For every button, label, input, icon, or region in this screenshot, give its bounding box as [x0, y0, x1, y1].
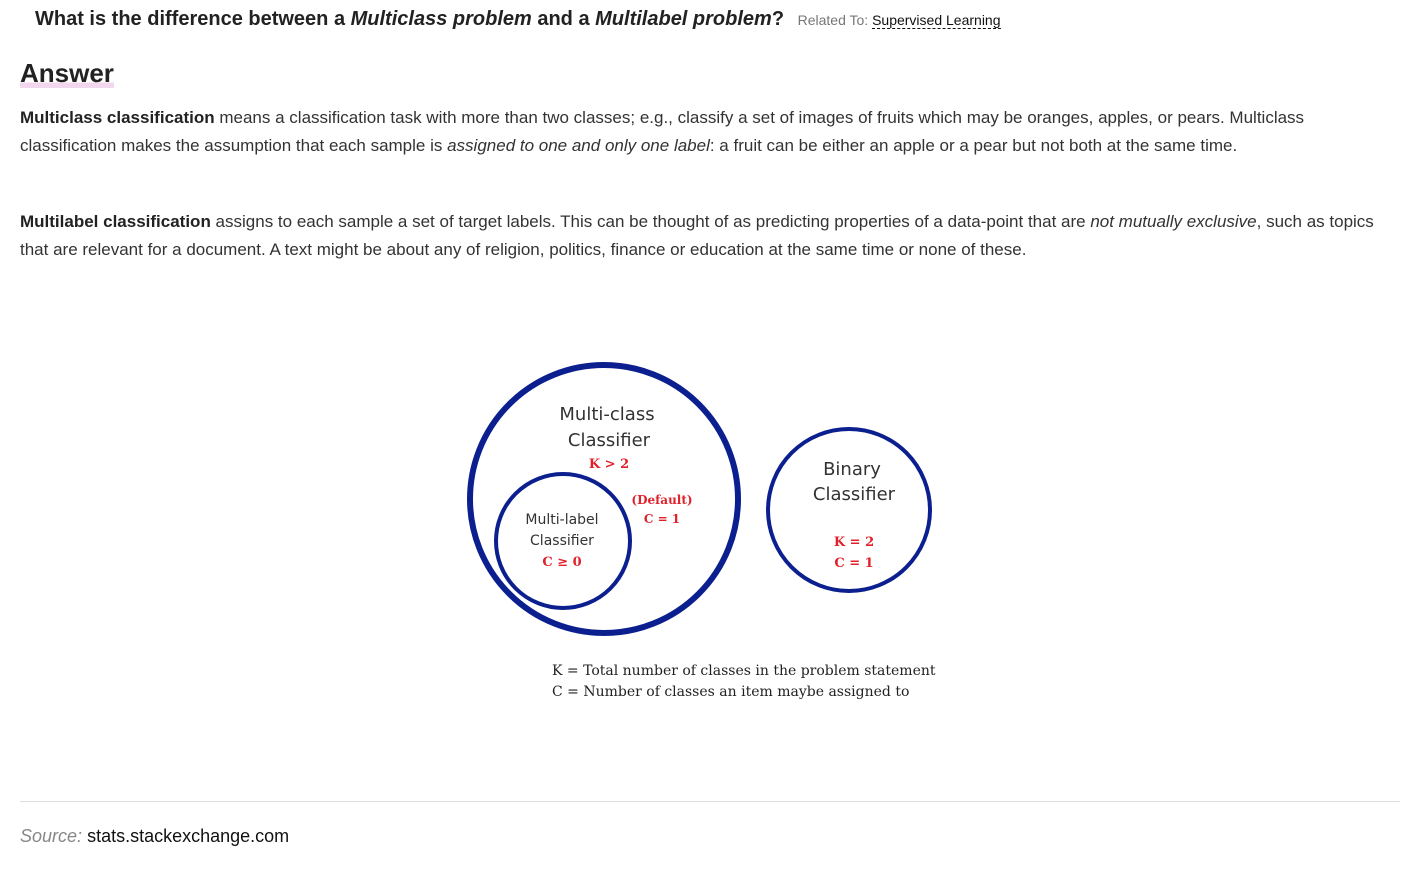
- multiclass-default-label: (Default): [631, 493, 692, 507]
- multilabel-title-line-1: Multi-label: [525, 512, 598, 528]
- multiclass-text-2: : a fruit can be either an apple or a pe…: [709, 136, 1238, 155]
- multilabel-circle: [494, 472, 632, 610]
- question-term-multiclass: Multiclass problem: [350, 8, 532, 30]
- binary-title-line-2: Classifier: [813, 484, 896, 505]
- question-term-multilabel: Multilabel problem: [595, 8, 772, 30]
- question-prefix: What is the difference between a: [35, 8, 351, 30]
- multiclass-circle: [467, 362, 741, 636]
- related-label: Related To:: [797, 12, 869, 28]
- answer-paragraph-multiclass: Multiclass classification means a classi…: [20, 104, 1400, 160]
- classifier-venn-diagram: Multi-class Classifier K > 2 (Default) C…: [467, 362, 936, 700]
- multilabel-title-line-2: Classifier: [530, 533, 594, 549]
- binary-k-label: K = 2: [834, 535, 874, 550]
- multiclass-c-label: C = 1: [644, 512, 680, 526]
- legend-c-definition: C = Number of classes an item maybe assi…: [552, 684, 909, 700]
- multiclass-text-1: means a classification task with more th…: [20, 108, 1305, 155]
- multilabel-text-1: assigns to each sample a set of target l…: [210, 212, 1091, 231]
- related-to: Related To: Supervised Learning: [797, 12, 1001, 29]
- question-title: What is the difference between a Multicl…: [35, 8, 1001, 31]
- multilabel-c-label: C ≥ 0: [542, 555, 581, 570]
- related-topic-link[interactable]: Supervised Learning: [872, 12, 1001, 29]
- answer-heading-text: Answer: [20, 58, 114, 88]
- multilabel-text-2: , such as topics that are relevant for a…: [20, 212, 1374, 259]
- source-value: stats.stackexchange.com: [87, 826, 290, 846]
- multiclass-term: Multiclass classification: [20, 108, 215, 127]
- question-middle: and a: [531, 8, 596, 30]
- multiclass-emphasis: assigned to one and only one label: [447, 136, 710, 155]
- multilabel-term: Multilabel classification: [20, 212, 211, 231]
- binary-c-label: C = 1: [834, 556, 873, 571]
- multiclass-k-label: K > 2: [589, 457, 629, 472]
- multilabel-emphasis: not mutually exclusive: [1090, 212, 1257, 231]
- footer-divider: [20, 801, 1400, 802]
- question-suffix: ?: [771, 8, 785, 30]
- multiclass-title-line-1: Multi-class: [559, 404, 654, 425]
- binary-title-line-1: Binary: [823, 459, 881, 480]
- multiclass-title-line-2: Classifier: [568, 430, 651, 451]
- answer-heading: Answer: [20, 58, 114, 89]
- answer-paragraph-multilabel: Multilabel classification assigns to eac…: [20, 208, 1400, 264]
- source-line: Source: stats.stackexchange.com: [20, 826, 289, 847]
- source-label: Source:: [20, 826, 83, 846]
- binary-circle: [766, 427, 932, 593]
- legend-k-definition: K = Total number of classes in the probl…: [552, 663, 936, 679]
